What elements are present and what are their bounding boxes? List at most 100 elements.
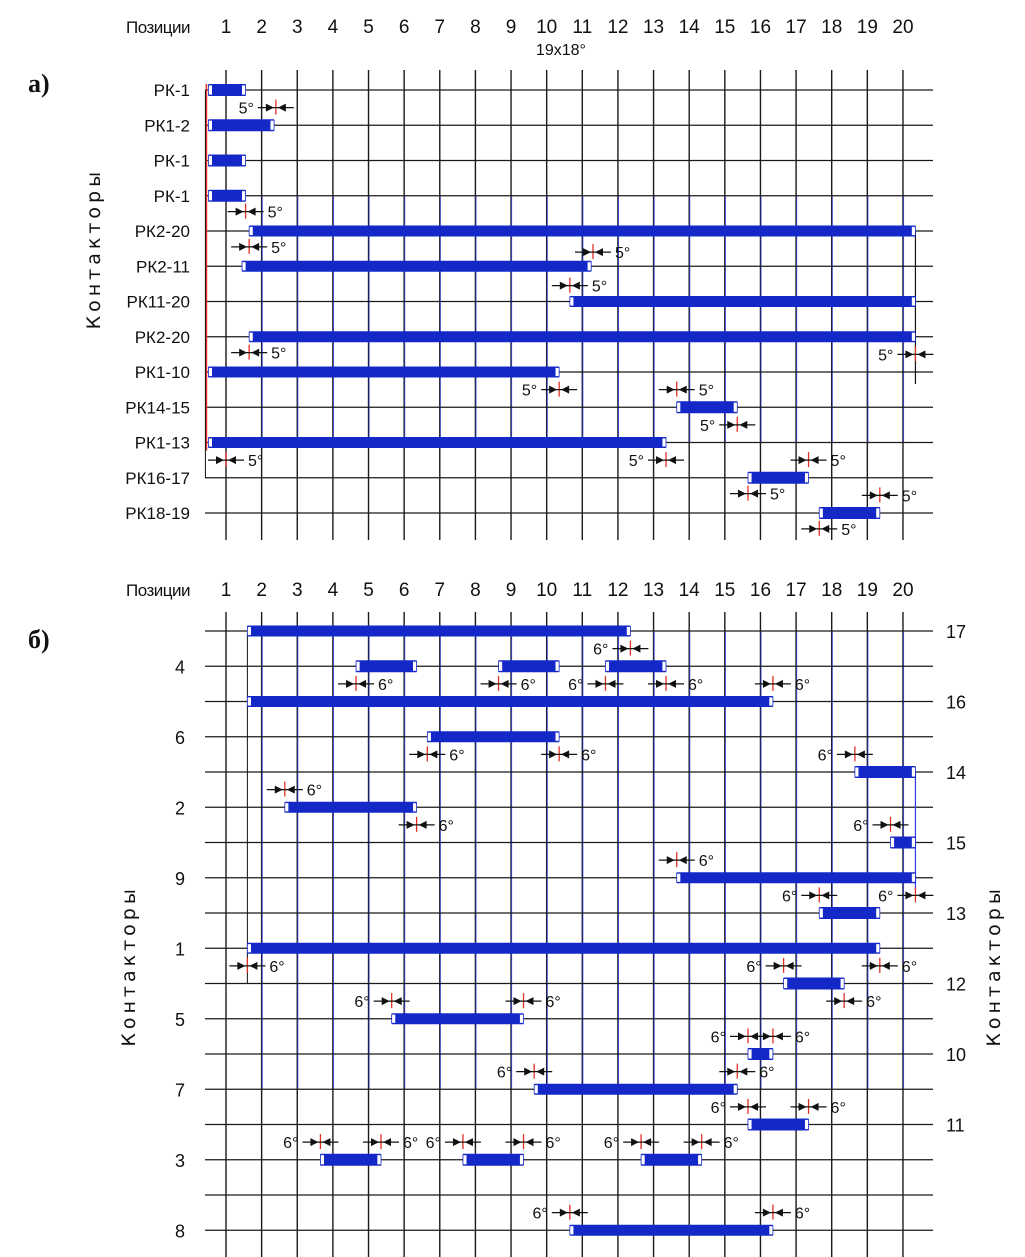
bar-cap [248, 226, 254, 236]
bar-cap [554, 367, 560, 377]
angle-label: 5° [522, 383, 537, 400]
bar-cap [676, 401, 682, 413]
row-label-right: 15 [946, 834, 966, 854]
arrow-left-icon [810, 1102, 819, 1111]
contact-bar [569, 1224, 773, 1236]
bar-cap [519, 1013, 524, 1024]
bar-cap [269, 119, 275, 131]
x-tick-label: 16 [750, 17, 771, 38]
angle-label: 5° [239, 101, 254, 118]
bar-cap [911, 331, 916, 342]
angle-annotation: 6° [533, 1204, 588, 1223]
arrow-left-icon [739, 420, 748, 429]
x-tick-label: 20 [892, 17, 913, 38]
bar-cap [768, 1048, 774, 1060]
angle-label: 6° [711, 1029, 726, 1046]
angle-annotation: 6° [409, 746, 465, 764]
bar-cap [676, 872, 682, 883]
bar-cap [911, 872, 916, 883]
angle-label: 5° [592, 279, 607, 296]
arrow-left-icon [749, 1032, 758, 1041]
contact-bar [320, 1153, 381, 1166]
arrow-left-icon [251, 242, 260, 251]
angle-label: 6° [902, 959, 917, 976]
bar-cap [208, 155, 213, 166]
angle-annotation: 5° [231, 344, 286, 363]
arrow-right-icon [346, 679, 355, 688]
x-tick-label: 3 [292, 580, 303, 601]
bar-cap [248, 331, 254, 342]
row-label-right: 13 [946, 904, 966, 924]
arrow-left-icon [561, 750, 570, 759]
arrow-right-icon [381, 997, 390, 1006]
arrow-right-icon [488, 679, 497, 688]
contact-bar [208, 189, 246, 202]
arrow-left-icon [607, 679, 616, 688]
angle-label: 6° [795, 677, 810, 694]
bar-cap [376, 1154, 382, 1166]
arrow-left-icon [739, 1067, 748, 1076]
contact-bar [819, 507, 880, 519]
x-tick-label: 5 [363, 580, 374, 601]
contact-bar [208, 366, 560, 378]
angle-annotation: 6° [266, 781, 322, 800]
bar-cap [732, 1084, 738, 1095]
angle-label: 6° [546, 994, 561, 1011]
row-label: РК2-20 [135, 222, 190, 241]
arrow-left-icon [525, 1138, 534, 1147]
arrow-left-icon [571, 1208, 580, 1217]
x-tick-label: 11 [572, 17, 592, 38]
arrow-right-icon [239, 242, 248, 251]
row-label-right: 10 [946, 1045, 966, 1065]
bar-cap [519, 1154, 524, 1166]
contact-bar [208, 119, 275, 132]
bar-cap [747, 1048, 753, 1060]
angle-label: 6° [724, 1135, 739, 1152]
angle-annotation: 5° [801, 520, 857, 539]
angle-annotation: 5° [551, 277, 607, 296]
angle-label: 6° [818, 747, 833, 764]
arrow-left-icon [322, 1138, 331, 1147]
arrow-left-icon [668, 679, 677, 688]
arrow-left-icon [358, 679, 367, 688]
contact-bar [819, 907, 880, 919]
arrow-left-icon [892, 820, 901, 829]
angle-label: 5° [770, 487, 785, 504]
x-tick-label: 4 [328, 580, 339, 601]
row-label: РК1-13 [135, 434, 190, 453]
bar-cap [569, 296, 575, 307]
row-label: РК-1 [154, 152, 190, 171]
angle-label: 6° [782, 888, 797, 905]
bar-cap [246, 626, 252, 636]
angle-label: 6° [568, 677, 583, 694]
x-tick-label: 11 [572, 580, 592, 601]
arrow-right-icon [549, 385, 558, 394]
angle-label: 6° [795, 1029, 810, 1046]
angle-label: 6° [878, 888, 893, 905]
y-axis-title: Контакторы [83, 168, 105, 329]
bar-cap [875, 907, 881, 919]
row-label: РК1-10 [135, 363, 190, 382]
angle-annotation: 5° [231, 238, 286, 257]
row-label: РК-1 [154, 81, 190, 100]
x-tick-label: 15 [714, 17, 735, 38]
arrow-left-icon [632, 644, 641, 653]
angle-label: 5° [902, 488, 917, 505]
arrow-right-icon [869, 491, 878, 500]
angle-label: 6° [439, 818, 454, 835]
contact-bar [356, 660, 417, 673]
bar-cap [208, 190, 213, 202]
panel-label: б) [28, 625, 50, 654]
angle-label: 6° [269, 959, 284, 976]
arrow-right-icon [406, 820, 415, 829]
arrow-left-icon [228, 456, 236, 465]
arrow-left-icon [249, 961, 258, 970]
angle-label: 5° [271, 346, 286, 363]
bar-cap [208, 437, 213, 448]
angle-annotation: 5° [790, 452, 846, 470]
x-tick-label: 17 [786, 580, 807, 601]
bar-cap [241, 190, 246, 202]
angle-label: 6° [759, 1065, 774, 1082]
angle-label: 6° [546, 1135, 561, 1152]
angle-label: 6° [831, 1100, 846, 1117]
